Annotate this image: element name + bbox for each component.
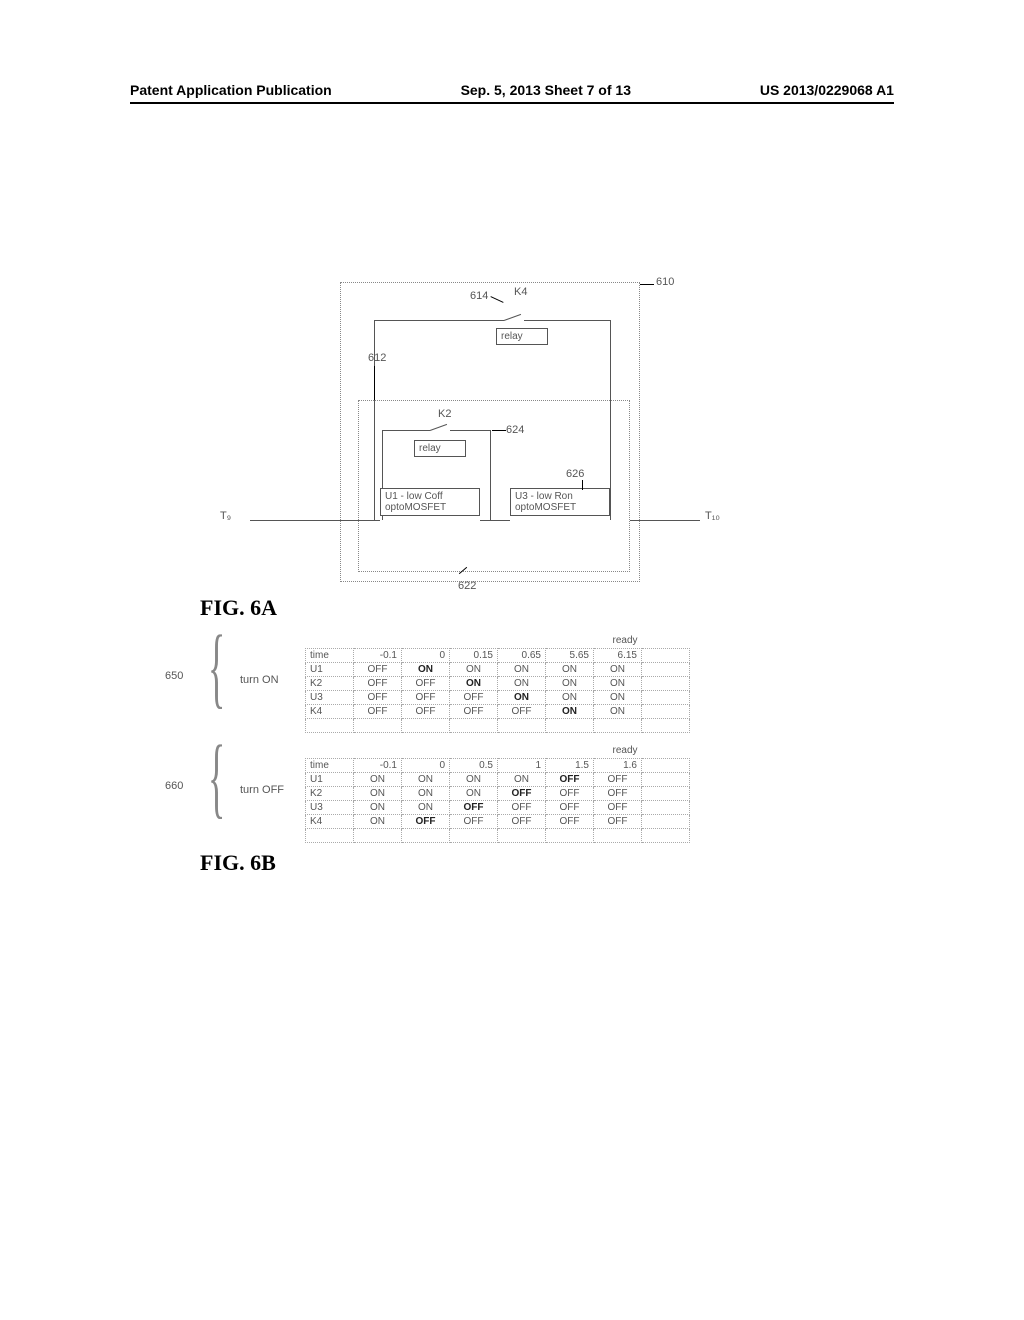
- ref-610: 610: [656, 276, 674, 288]
- u1-lead-l: [346, 520, 380, 521]
- fig-6b-caption: FIG. 6B: [200, 850, 276, 876]
- header-right: US 2013/0229068 A1: [760, 82, 894, 98]
- k2-wire-left: [382, 430, 430, 431]
- circuit-diagram: T₉ T₁₀ K4 relay K2 relay U1 - low Coff o…: [310, 290, 650, 590]
- ref-612: 612: [368, 352, 386, 364]
- k4-wire-right: [524, 320, 610, 321]
- header-center: Sep. 5, 2013 Sheet 7 of 13: [461, 82, 631, 98]
- t9-label: T₉: [220, 510, 231, 522]
- ref-660: 660: [165, 780, 183, 792]
- k4-vert-left: [374, 320, 375, 520]
- brace-660: {: [208, 726, 225, 829]
- ref-650: 650: [165, 670, 183, 682]
- u1-line2: optoMOSFET: [385, 502, 475, 513]
- k4-label: K4: [514, 286, 527, 298]
- u1-line1: U1 - low Coff: [385, 491, 475, 502]
- leader-610: [640, 284, 654, 285]
- k4-relay-box: relay: [496, 328, 548, 345]
- k4-wire-left: [374, 320, 504, 321]
- k2-relay-text: relay: [419, 443, 441, 454]
- k2-vert-right: [490, 430, 491, 520]
- ref-624: 624: [506, 424, 524, 436]
- leader-612: [374, 366, 375, 400]
- k4-vert-right: [610, 320, 611, 520]
- header-left: Patent Application Publication: [130, 82, 332, 98]
- table-on: readytime-0.100.150.655.656.15U1OFFONONO…: [305, 634, 690, 733]
- k2-relay-box: relay: [414, 440, 466, 457]
- table-on-wrap: 650 { turn ON readytime-0.100.150.655.65…: [245, 634, 690, 733]
- u1-box: U1 - low Coff optoMOSFET: [380, 488, 480, 516]
- mode-on: turn ON: [240, 674, 279, 686]
- k4-relay-text: relay: [501, 331, 523, 342]
- k2-wire-right: [450, 430, 490, 431]
- ref-614: 614: [470, 290, 488, 302]
- u3-line1: U3 - low Ron: [515, 491, 605, 502]
- t10-label: T₁₀: [705, 510, 720, 522]
- u1-u3-bridge: [480, 520, 510, 521]
- u3-line2: optoMOSFET: [515, 502, 605, 513]
- inner-dotted-box: [358, 400, 630, 572]
- ref-622: 622: [458, 580, 476, 592]
- leader-624: [492, 430, 506, 431]
- table-off: readytime-0.100.511.51.6U1ONONONONOFFOFF…: [305, 744, 690, 843]
- wire-t10: [630, 520, 700, 521]
- patent-header: Patent Application Publication Sep. 5, 2…: [130, 82, 894, 104]
- wire-t9: [250, 520, 346, 521]
- ref-626: 626: [566, 468, 584, 480]
- k2-label: K2: [438, 408, 451, 420]
- u3-box: U3 - low Ron optoMOSFET: [510, 488, 610, 516]
- brace-650: {: [208, 616, 225, 719]
- mode-off: turn OFF: [240, 784, 284, 796]
- table-off-wrap: 660 { turn OFF readytime-0.100.511.51.6U…: [245, 744, 690, 843]
- leader-626: [582, 480, 583, 490]
